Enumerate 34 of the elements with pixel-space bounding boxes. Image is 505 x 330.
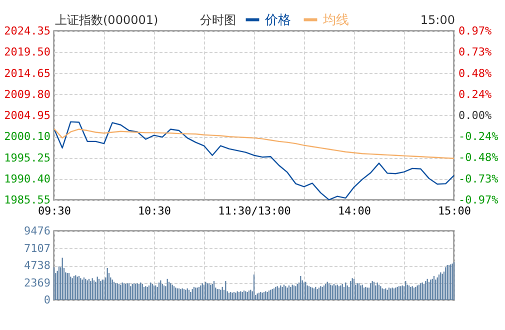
y2-tick-label: 0.24% <box>458 88 492 102</box>
y2-tick-label: 0.73% <box>458 45 492 58</box>
x-tick-label: 09:30 <box>38 204 72 218</box>
y-tick-label: 2369 <box>24 276 50 290</box>
legend-label: 均线 <box>322 12 349 28</box>
y2-tick-label: 0.97% <box>458 24 492 38</box>
y-tick-label: 4738 <box>24 259 50 272</box>
chart-title: 上证指数(000001) <box>55 12 158 28</box>
y-tick-label: 2009.80 <box>4 88 50 101</box>
y2-tick-label: -0.97% <box>458 194 499 206</box>
legend-label: 价格 <box>264 12 291 28</box>
y2-tick-label: -0.48% <box>458 150 499 164</box>
y-tick-label: 2004.95 <box>4 109 50 122</box>
y-tick-label: 1990.40 <box>4 172 50 186</box>
x-tick-label: 10:30 <box>138 204 172 218</box>
y2-tick-label: 0.48% <box>458 67 492 80</box>
y2-tick-label: 0.00% <box>458 109 492 122</box>
text: 15:00 <box>420 12 455 28</box>
y-tick-label: 2024.35 <box>4 24 50 38</box>
y2-tick-label: -0.73% <box>458 172 499 186</box>
chart-subtitle: 分时图 <box>200 12 236 28</box>
y-tick-label: 0 <box>44 294 50 306</box>
y-tick-label: 7107 <box>24 242 50 255</box>
x-tick-label: 15:00 <box>438 204 472 218</box>
y-tick-label: 2000.10 <box>4 130 50 144</box>
y-tick-label: 1985.55 <box>4 194 50 206</box>
x-tick-label: 11:30/13:00 <box>218 204 291 218</box>
y2-tick-label: -0.24% <box>458 130 499 143</box>
y-tick-label: 2019.50 <box>4 46 50 59</box>
y-tick-label: 2014.65 <box>4 66 50 80</box>
line-series <box>54 128 454 160</box>
y-tick-label: 1995.25 <box>4 151 50 164</box>
y-tick-label: 9476 <box>24 224 50 238</box>
x-tick-label: 14:00 <box>338 204 372 218</box>
